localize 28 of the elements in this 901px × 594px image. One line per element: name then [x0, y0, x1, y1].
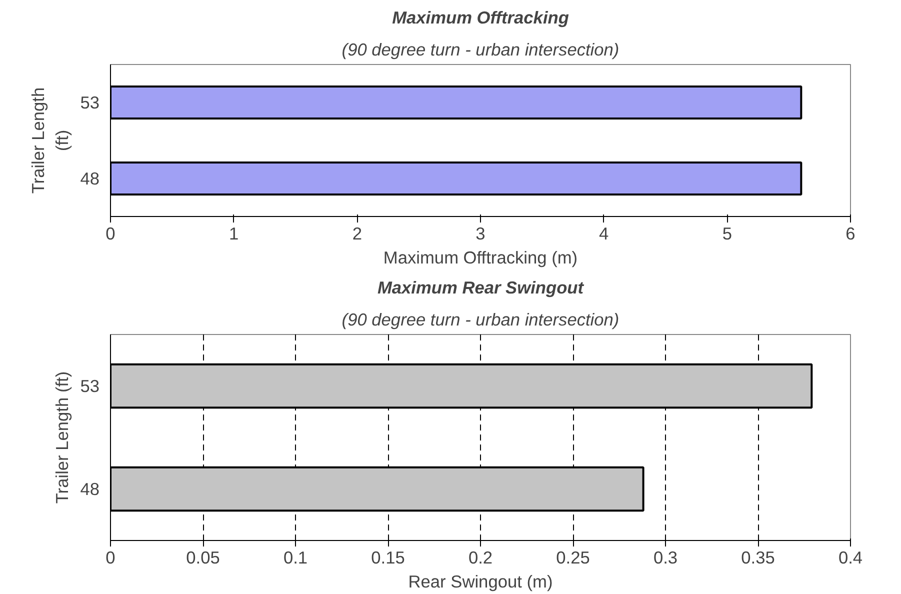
x-tick-label: 5: [722, 224, 732, 244]
x-tick-label: 3: [476, 224, 486, 244]
x-tick-label: 0.3: [653, 548, 678, 568]
chart-title: Maximum Offtracking: [392, 8, 570, 28]
x-tick-label: 0: [106, 224, 116, 244]
chart-subtitle: (90 degree turn - urban intersection): [342, 310, 620, 330]
x-tick-label: 2: [352, 224, 362, 244]
y-tick-label: 48: [80, 479, 100, 499]
x-axis-title: Maximum Offtracking (m): [383, 248, 578, 268]
x-tick-label: 1: [229, 224, 239, 244]
y-tick-label: 48: [80, 168, 100, 188]
x-tick-label: 0: [106, 548, 116, 568]
x-axis-title: Rear Swingout (m): [408, 572, 553, 592]
x-tick-label: 0.2: [468, 548, 493, 568]
chart-title: Maximum Rear Swingout: [377, 278, 585, 298]
y-axis-title: Trailer Length (ft): [28, 87, 72, 194]
y-axis-title: Trailer Length (ft): [52, 371, 72, 504]
x-tick-label: 4: [599, 224, 610, 244]
x-tick-label: 0.15: [371, 548, 405, 568]
y-tick-label: 53: [80, 376, 100, 396]
x-tick-label: 0.1: [283, 548, 308, 568]
x-tick-label: 0.05: [186, 548, 220, 568]
x-tick-label: 0.4: [838, 548, 863, 568]
chart-subtitle: (90 degree turn - urban intersection): [342, 40, 620, 60]
y-tick-label: 53: [80, 92, 100, 112]
x-tick-label: 0.25: [556, 548, 590, 568]
x-tick-label: 6: [846, 224, 856, 244]
x-tick-label: 0.35: [741, 548, 775, 568]
